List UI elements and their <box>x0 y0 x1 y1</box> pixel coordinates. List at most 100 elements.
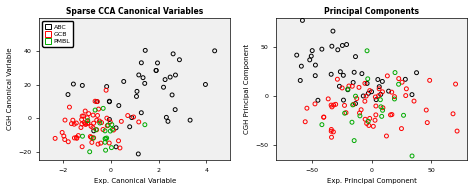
Point <box>168 93 176 96</box>
Point <box>398 81 406 84</box>
Point <box>87 135 94 138</box>
Point <box>377 105 385 108</box>
Point <box>135 73 143 76</box>
Point <box>139 76 147 79</box>
Point <box>318 123 326 126</box>
Point <box>388 113 396 116</box>
Point <box>120 80 128 83</box>
Point <box>89 137 97 140</box>
Point <box>99 128 107 131</box>
Point <box>410 100 418 103</box>
Point <box>372 113 380 116</box>
Point <box>298 65 305 68</box>
Point <box>60 134 68 138</box>
Point <box>106 100 113 103</box>
Point <box>402 94 410 97</box>
Point <box>348 85 356 88</box>
Point <box>395 83 402 86</box>
Point <box>103 85 110 88</box>
Point <box>82 122 89 125</box>
Point <box>135 121 143 124</box>
Point <box>109 128 116 131</box>
Point <box>80 114 88 117</box>
Point <box>449 112 457 115</box>
Point <box>352 55 359 58</box>
Point <box>112 126 120 129</box>
Point <box>359 95 367 98</box>
Point <box>363 49 371 52</box>
Point <box>349 81 357 84</box>
Point <box>91 108 99 112</box>
Point <box>345 84 353 87</box>
Point <box>93 119 100 122</box>
Point <box>391 71 399 74</box>
Point <box>103 137 110 140</box>
Point <box>402 87 410 90</box>
Point <box>383 134 390 138</box>
Point <box>352 102 359 105</box>
Point <box>106 118 113 121</box>
Point <box>334 78 341 81</box>
Point <box>90 136 98 139</box>
Point <box>452 83 459 86</box>
Point <box>102 137 109 140</box>
Point <box>116 146 124 150</box>
Y-axis label: CGH Principal Component: CGH Principal Component <box>244 44 250 134</box>
Point <box>361 118 369 121</box>
Point <box>130 115 137 118</box>
Point <box>423 121 431 124</box>
Point <box>332 103 339 106</box>
Point <box>299 19 306 22</box>
Point <box>79 135 86 138</box>
Point <box>160 86 167 89</box>
Point <box>84 121 92 124</box>
Point <box>391 97 398 100</box>
Point <box>356 114 364 117</box>
Point <box>104 124 112 127</box>
Point <box>350 139 358 142</box>
Point <box>309 49 316 52</box>
Point <box>328 136 335 139</box>
Point <box>303 107 310 110</box>
Point <box>349 103 356 106</box>
Point <box>301 120 309 123</box>
Point <box>133 90 141 93</box>
Point <box>82 109 89 112</box>
Point <box>93 100 100 103</box>
Point <box>395 77 402 80</box>
Point <box>339 74 347 77</box>
Point <box>69 119 77 122</box>
Point <box>110 129 118 132</box>
Point <box>353 97 361 100</box>
Point <box>87 125 95 128</box>
Point <box>356 111 363 114</box>
Point <box>85 112 92 115</box>
Point <box>314 99 322 102</box>
Point <box>163 116 170 119</box>
Point <box>371 119 379 122</box>
Point <box>94 114 101 117</box>
Point <box>101 137 109 140</box>
Legend: ABC, GCB, PMBL: ABC, GCB, PMBL <box>42 21 73 47</box>
Point <box>97 142 105 145</box>
Point <box>118 120 125 123</box>
Point <box>336 85 343 88</box>
Point <box>388 91 395 94</box>
Point <box>324 97 332 100</box>
Point <box>328 73 335 76</box>
Point <box>344 87 352 91</box>
Point <box>107 120 114 123</box>
Point <box>408 93 416 96</box>
Point <box>350 103 357 106</box>
Point <box>348 121 356 124</box>
Point <box>164 120 172 123</box>
Point <box>201 83 209 86</box>
Point <box>101 141 109 144</box>
Point <box>87 136 95 139</box>
Point <box>308 55 315 58</box>
Point <box>108 123 116 126</box>
Point <box>152 69 160 72</box>
Point <box>361 82 369 85</box>
Point <box>341 112 348 115</box>
Point <box>311 102 319 105</box>
